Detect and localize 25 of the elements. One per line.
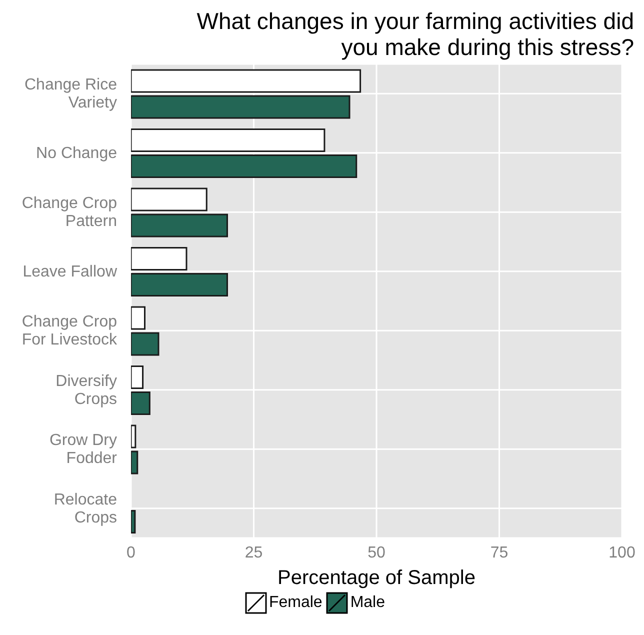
x-tick-label: 100 xyxy=(608,544,636,562)
bar xyxy=(131,450,138,474)
legend-label: Male xyxy=(349,593,386,613)
bar xyxy=(131,332,160,356)
bar xyxy=(131,510,136,534)
x-tick-label: 75 xyxy=(490,544,508,562)
bar xyxy=(131,154,358,178)
y-tick-label: Grow Dry Fodder xyxy=(49,432,118,467)
chart-title: What changes in your farming activities did you make during this stress? xyxy=(196,8,635,60)
x-tick-label: 50 xyxy=(368,544,386,562)
legend-label: Female xyxy=(268,593,322,613)
bar xyxy=(131,214,228,238)
y-tick-label: No Change xyxy=(36,144,118,162)
x-tick-label: 25 xyxy=(244,544,263,562)
y-tick-label: Diversify Crops xyxy=(56,372,117,408)
y-tick-label: Change Rice Variety xyxy=(24,76,118,112)
y-tick-label: Leave Fallow xyxy=(22,262,118,280)
bar xyxy=(131,392,150,415)
bar xyxy=(131,273,228,296)
x-tick-label: 0 xyxy=(126,544,136,562)
y-tick-label: Change Crop Pattern xyxy=(22,194,118,230)
bar xyxy=(131,95,350,119)
x-axis-title: Percentage of Sample xyxy=(278,567,476,589)
y-tick-label: Relocate Crops xyxy=(54,490,118,526)
y-tick-label: Change Crop For Livestock xyxy=(22,313,118,348)
